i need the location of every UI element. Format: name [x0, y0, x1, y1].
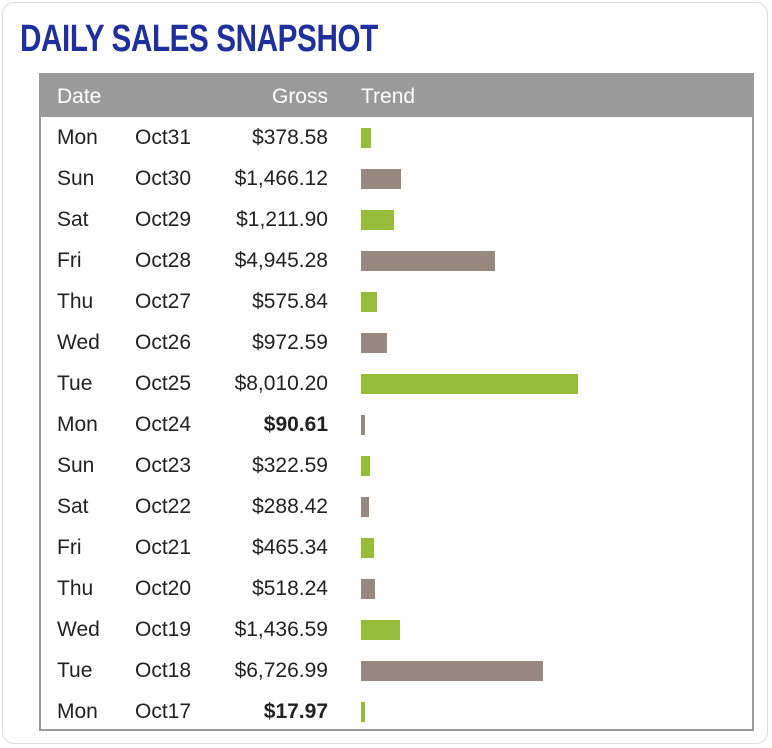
row-gross: $1,211.90 [236, 208, 328, 231]
table-row: Thu Oct20 $518.24 [41, 568, 752, 609]
row-gross: $575.84 [252, 290, 328, 313]
row-gross: $4,945.28 [234, 249, 328, 272]
row-gross: $1,466.12 [234, 167, 328, 190]
row-date: Oct27 [135, 290, 192, 313]
row-day: Fri [57, 536, 82, 559]
header-trend: Trend [361, 85, 416, 108]
row-day: Mon [57, 413, 98, 436]
trend-bar [361, 579, 375, 599]
row-gross: $288.42 [252, 495, 328, 518]
row-day: Mon [57, 126, 98, 149]
table-row: Mon Oct17 $17.97 [41, 691, 752, 732]
table-row: Mon Oct31 $378.58 [41, 117, 752, 158]
table-row: Thu Oct27 $575.84 [41, 281, 752, 322]
trend-bar [361, 456, 370, 476]
table-row: Wed Oct26 $972.59 [41, 322, 752, 363]
row-day: Fri [57, 249, 82, 272]
row-gross: $972.59 [252, 331, 328, 354]
row-gross: $8,010.20 [234, 372, 328, 395]
row-date: Oct20 [135, 577, 192, 600]
trend-bar [361, 251, 495, 271]
trend-bar [361, 538, 374, 558]
row-day: Thu [57, 290, 94, 313]
row-day: Wed [57, 331, 100, 354]
row-gross: $322.59 [252, 454, 328, 477]
row-day: Sun [57, 167, 95, 190]
row-day: Tue [57, 372, 93, 395]
table-row: Sun Oct30 $1,466.12 [41, 158, 752, 199]
row-day: Sat [57, 208, 89, 231]
row-day: Sun [57, 454, 95, 477]
trend-bar [361, 292, 377, 312]
trend-bar [361, 210, 394, 230]
row-gross: $465.34 [252, 536, 328, 559]
row-date: Oct28 [135, 249, 192, 272]
row-date: Oct22 [135, 495, 192, 518]
table-row: Fri Oct28 $4,945.28 [41, 240, 752, 281]
page-title: DAILY SALES SNAPSHOT [20, 18, 378, 60]
row-day: Tue [57, 659, 93, 682]
row-day: Mon [57, 700, 98, 723]
header-date: Date [57, 85, 102, 108]
table-row: Wed Oct19 $1,436.59 [41, 609, 752, 650]
row-day: Sat [57, 495, 89, 518]
table-row: Sun Oct23 $322.59 [41, 445, 752, 486]
trend-bar [361, 497, 369, 517]
row-date: Oct25 [135, 372, 192, 395]
row-gross: $90.61 [263, 413, 328, 436]
row-date: Oct19 [135, 618, 192, 641]
trend-bar [361, 169, 401, 189]
row-gross: $17.97 [263, 700, 328, 723]
table-header: Date Gross Trend [41, 75, 752, 117]
table-row: Sat Oct29 $1,211.90 [41, 199, 752, 240]
table-body: Mon Oct31 $378.58 Sun Oct30 $1,466.12 Sat Oct29… [41, 117, 752, 732]
table-row: Sat Oct22 $288.42 [41, 486, 752, 527]
row-date: Oct21 [135, 536, 192, 559]
trend-bar [361, 374, 578, 394]
table-row: Mon Oct24 $90.61 [41, 404, 752, 445]
row-gross: $6,726.99 [234, 659, 328, 682]
row-day: Wed [57, 618, 100, 641]
row-gross: $1,436.59 [234, 618, 328, 641]
row-date: Oct18 [135, 659, 192, 682]
sales-table: Date Gross Trend Mon Oct31 $378.58 Sun Oct30… [39, 73, 754, 731]
table-row: Fri Oct21 $465.34 [41, 527, 752, 568]
trend-bar [361, 620, 400, 640]
trend-bar [361, 702, 365, 722]
row-date: Oct30 [135, 167, 192, 190]
row-date: Oct26 [135, 331, 192, 354]
row-date: Oct31 [135, 126, 192, 149]
trend-bar [361, 661, 543, 681]
header-gross: Gross [271, 85, 328, 108]
row-date: Oct23 [135, 454, 192, 477]
row-gross: $378.58 [252, 126, 328, 149]
trend-bar [361, 415, 365, 435]
trend-bar [361, 128, 371, 148]
trend-bar [361, 333, 387, 353]
row-date: Oct17 [135, 700, 192, 723]
table-row: Tue Oct18 $6,726.99 [41, 650, 752, 691]
row-gross: $518.24 [252, 577, 328, 600]
table-row: Tue Oct25 $8,010.20 [41, 363, 752, 404]
row-date: Oct29 [135, 208, 192, 231]
row-date: Oct24 [135, 413, 192, 436]
row-day: Thu [57, 577, 94, 600]
